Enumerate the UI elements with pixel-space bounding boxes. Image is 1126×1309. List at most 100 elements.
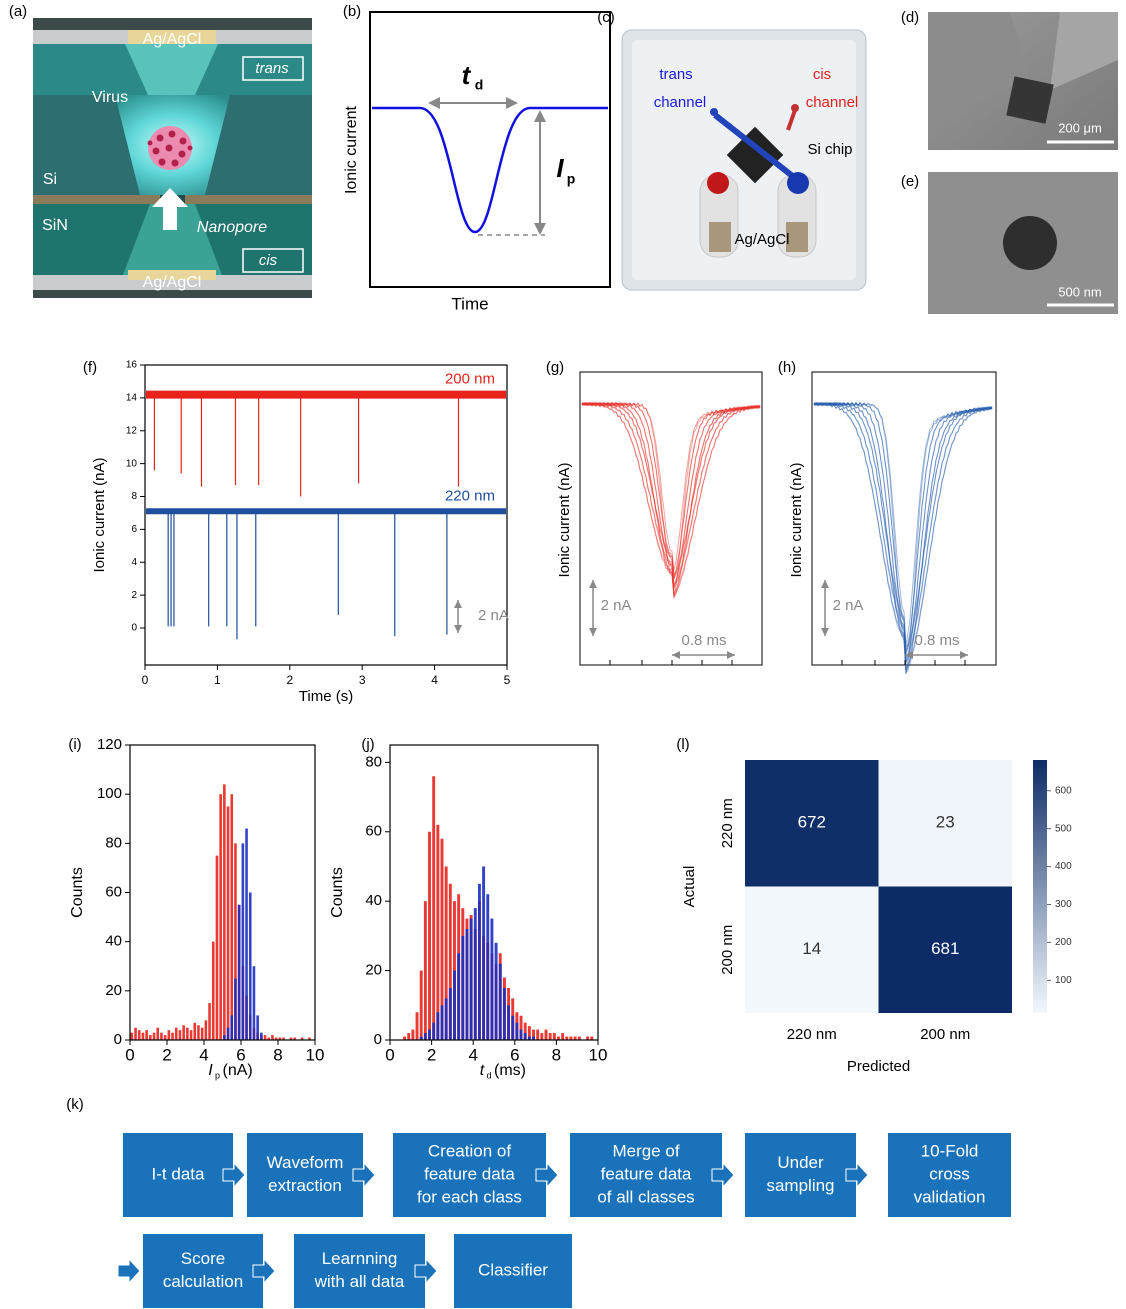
flow-step-text: Under bbox=[777, 1153, 824, 1172]
waveform-trace bbox=[582, 403, 760, 589]
label: 2 nA bbox=[601, 597, 632, 614]
y-tick-label: 80 bbox=[105, 834, 122, 851]
histogram-bar bbox=[156, 1028, 159, 1040]
waveform-trace bbox=[582, 403, 760, 598]
histogram-bar bbox=[441, 1005, 444, 1040]
x-tick-label: 2 bbox=[286, 673, 293, 687]
axis-subscript: p bbox=[215, 1070, 220, 1080]
scale-label: 2 nA bbox=[478, 607, 509, 624]
flow-step-text: Creation of bbox=[428, 1141, 511, 1160]
histogram-bar bbox=[171, 1033, 174, 1040]
histogram-bar bbox=[186, 1028, 189, 1040]
subscript: d bbox=[475, 77, 484, 93]
histogram-bar bbox=[131, 1033, 134, 1040]
cell-value: 672 bbox=[798, 813, 826, 832]
arrow-head bbox=[589, 580, 597, 588]
histogram-bar bbox=[524, 1033, 527, 1040]
axis-subscript: d bbox=[486, 1070, 491, 1080]
histogram-bar bbox=[407, 1033, 410, 1040]
y-tick-label: 100 bbox=[97, 785, 122, 802]
histogram-bar bbox=[223, 1035, 226, 1040]
histogram-bar bbox=[208, 1003, 211, 1040]
histogram-bar bbox=[227, 806, 230, 1040]
histogram-bar bbox=[490, 919, 493, 1040]
waveform-trace bbox=[814, 403, 992, 662]
arrow-head bbox=[454, 600, 462, 608]
label: 2 nA bbox=[833, 597, 864, 614]
axis-label: Ionic current (nA) bbox=[556, 462, 573, 577]
axis-label: Time bbox=[451, 294, 488, 313]
x-tick-label: 10 bbox=[306, 1045, 325, 1064]
histogram-bar bbox=[536, 1030, 539, 1040]
label: channel bbox=[806, 94, 859, 111]
arrow-head bbox=[960, 651, 968, 659]
colorbar-tick-label: 500 bbox=[1055, 823, 1072, 834]
histogram-bar bbox=[499, 964, 502, 1040]
label: Si bbox=[43, 171, 57, 188]
histogram-bar bbox=[260, 1033, 263, 1040]
axis-label: Counts bbox=[69, 867, 86, 918]
histogram-bar bbox=[449, 988, 452, 1040]
flow-step-text: I-t data bbox=[152, 1164, 205, 1183]
y-tick-label: 0 bbox=[131, 623, 137, 634]
y-tick-label: 6 bbox=[131, 524, 137, 535]
waveform-trace bbox=[582, 403, 760, 576]
histogram-bar bbox=[424, 901, 427, 1040]
label: cis bbox=[813, 66, 831, 83]
y-tick-label: 220 nm bbox=[719, 798, 736, 848]
y-tick-label: 14 bbox=[126, 393, 138, 404]
y-tick-label: 0 bbox=[114, 1031, 122, 1048]
histogram-bar bbox=[432, 1023, 435, 1040]
label: channel bbox=[654, 94, 707, 111]
x-tick-label: 3 bbox=[359, 673, 366, 687]
axis-unit: (ms) bbox=[494, 1062, 526, 1079]
histogram-bar bbox=[219, 794, 222, 1040]
plot-frame bbox=[145, 365, 507, 665]
histogram-bar bbox=[230, 794, 233, 1040]
panel-label: (g) bbox=[546, 359, 564, 376]
waveform-trace bbox=[582, 403, 760, 579]
cell-value: 14 bbox=[802, 939, 821, 958]
label: 200 μm bbox=[1058, 120, 1102, 135]
histogram-bar bbox=[190, 1030, 193, 1040]
axis-label: Counts bbox=[329, 867, 346, 918]
histogram-bar bbox=[145, 1030, 148, 1040]
histogram-bar bbox=[230, 1015, 233, 1040]
legend-label: 200 nm bbox=[445, 371, 495, 388]
label: Si chip bbox=[807, 141, 852, 158]
histogram-bar bbox=[238, 905, 241, 1040]
flow-step-text: sampling bbox=[766, 1176, 834, 1195]
histogram-bar bbox=[466, 929, 469, 1040]
y-tick-label: 10 bbox=[126, 458, 138, 469]
x-tick-label: 1 bbox=[214, 673, 221, 687]
histogram-bar bbox=[193, 1023, 196, 1040]
histogram-bar bbox=[245, 829, 248, 1040]
histogram-bar bbox=[540, 1033, 543, 1040]
axis-label: Ionic current bbox=[343, 105, 360, 194]
histogram-bar bbox=[216, 856, 219, 1040]
histogram-bar bbox=[436, 1012, 439, 1040]
x-tick-label: 4 bbox=[431, 673, 438, 687]
histogram-bar bbox=[160, 1033, 163, 1040]
histogram-bar bbox=[182, 1025, 185, 1040]
y-tick-label: 20 bbox=[105, 982, 122, 999]
arrow-head bbox=[821, 628, 829, 636]
histogram-bar bbox=[428, 832, 431, 1040]
flow-arrow bbox=[118, 1259, 140, 1283]
histogram-bar bbox=[234, 979, 237, 1040]
y-tick-label: 60 bbox=[105, 883, 122, 900]
x-tick-label: 2 bbox=[162, 1045, 171, 1064]
label: Virus bbox=[92, 89, 128, 106]
histogram-bar bbox=[453, 971, 456, 1040]
arrow-head bbox=[821, 580, 829, 588]
axis-symbol: t bbox=[480, 1062, 485, 1079]
colorbar-tick-label: 100 bbox=[1055, 975, 1072, 986]
histogram-bar bbox=[436, 825, 439, 1040]
x-tick-label: 8 bbox=[273, 1045, 282, 1064]
histogram-bar bbox=[511, 1016, 514, 1040]
histogram-bar bbox=[271, 1035, 274, 1040]
histogram-bar bbox=[474, 908, 477, 1040]
symbol: t bbox=[462, 60, 472, 90]
y-tick-label: 12 bbox=[126, 425, 138, 436]
x-tick-label: 0 bbox=[125, 1045, 134, 1064]
